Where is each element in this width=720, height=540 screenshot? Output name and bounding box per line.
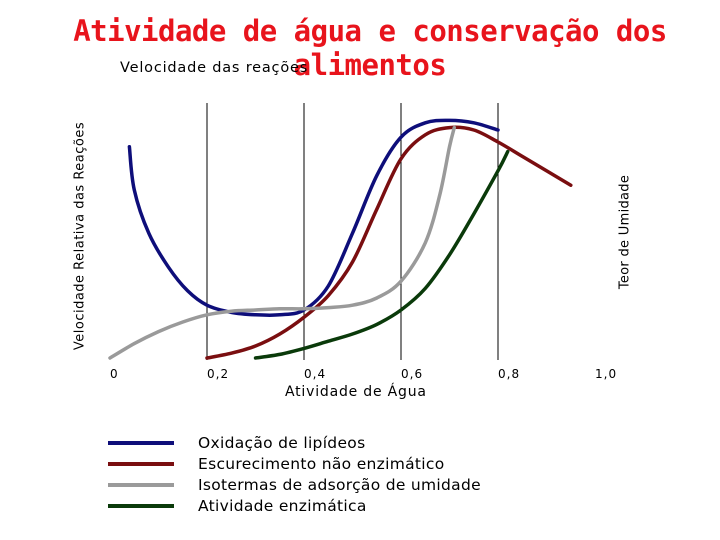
x-tick-label: 0,4 <box>304 367 326 381</box>
legend-item: Oxidação de lipídeos <box>108 432 481 453</box>
series-line <box>108 125 457 360</box>
x-axis-label: Atividade de Água <box>285 384 427 400</box>
legend-label: Isotermas de adsorção de umidade <box>198 475 481 494</box>
legend-label: Escurecimento não enzimático <box>198 454 445 473</box>
legend: Oxidação de lipídeos Escurecimento não e… <box>108 432 481 516</box>
chart-title: Atividade de água e conservação dos alim… <box>73 14 667 82</box>
legend-swatch <box>108 461 174 466</box>
legend-item: Isotermas de adsorção de umidade <box>108 474 481 495</box>
legend-item: Escurecimento não enzimático <box>108 453 481 474</box>
x-tick-label: 0,6 <box>401 367 423 381</box>
legend-item: Atividade enzimática <box>108 495 481 516</box>
legend-label: Oxidação de lipídeos <box>198 433 366 452</box>
legend-label: Atividade enzimática <box>198 496 367 515</box>
x-tick-labels: 0 0,2 0,4 0,6 0,8 1,0 <box>110 367 617 381</box>
x-tick-label: 0,2 <box>207 367 229 381</box>
x-tick-label: 0 <box>110 367 119 381</box>
legend-swatch <box>108 440 174 445</box>
legend-swatch <box>108 482 174 487</box>
series-line <box>205 125 573 360</box>
series-line <box>253 149 510 360</box>
series-lines <box>108 118 573 360</box>
series-line <box>127 118 500 318</box>
legend-swatch <box>108 503 174 508</box>
chart-subtitle: Velocidade das reações <box>120 60 309 76</box>
x-tick-label: 1,0 <box>595 367 617 381</box>
x-tick-label: 0,8 <box>498 367 520 381</box>
